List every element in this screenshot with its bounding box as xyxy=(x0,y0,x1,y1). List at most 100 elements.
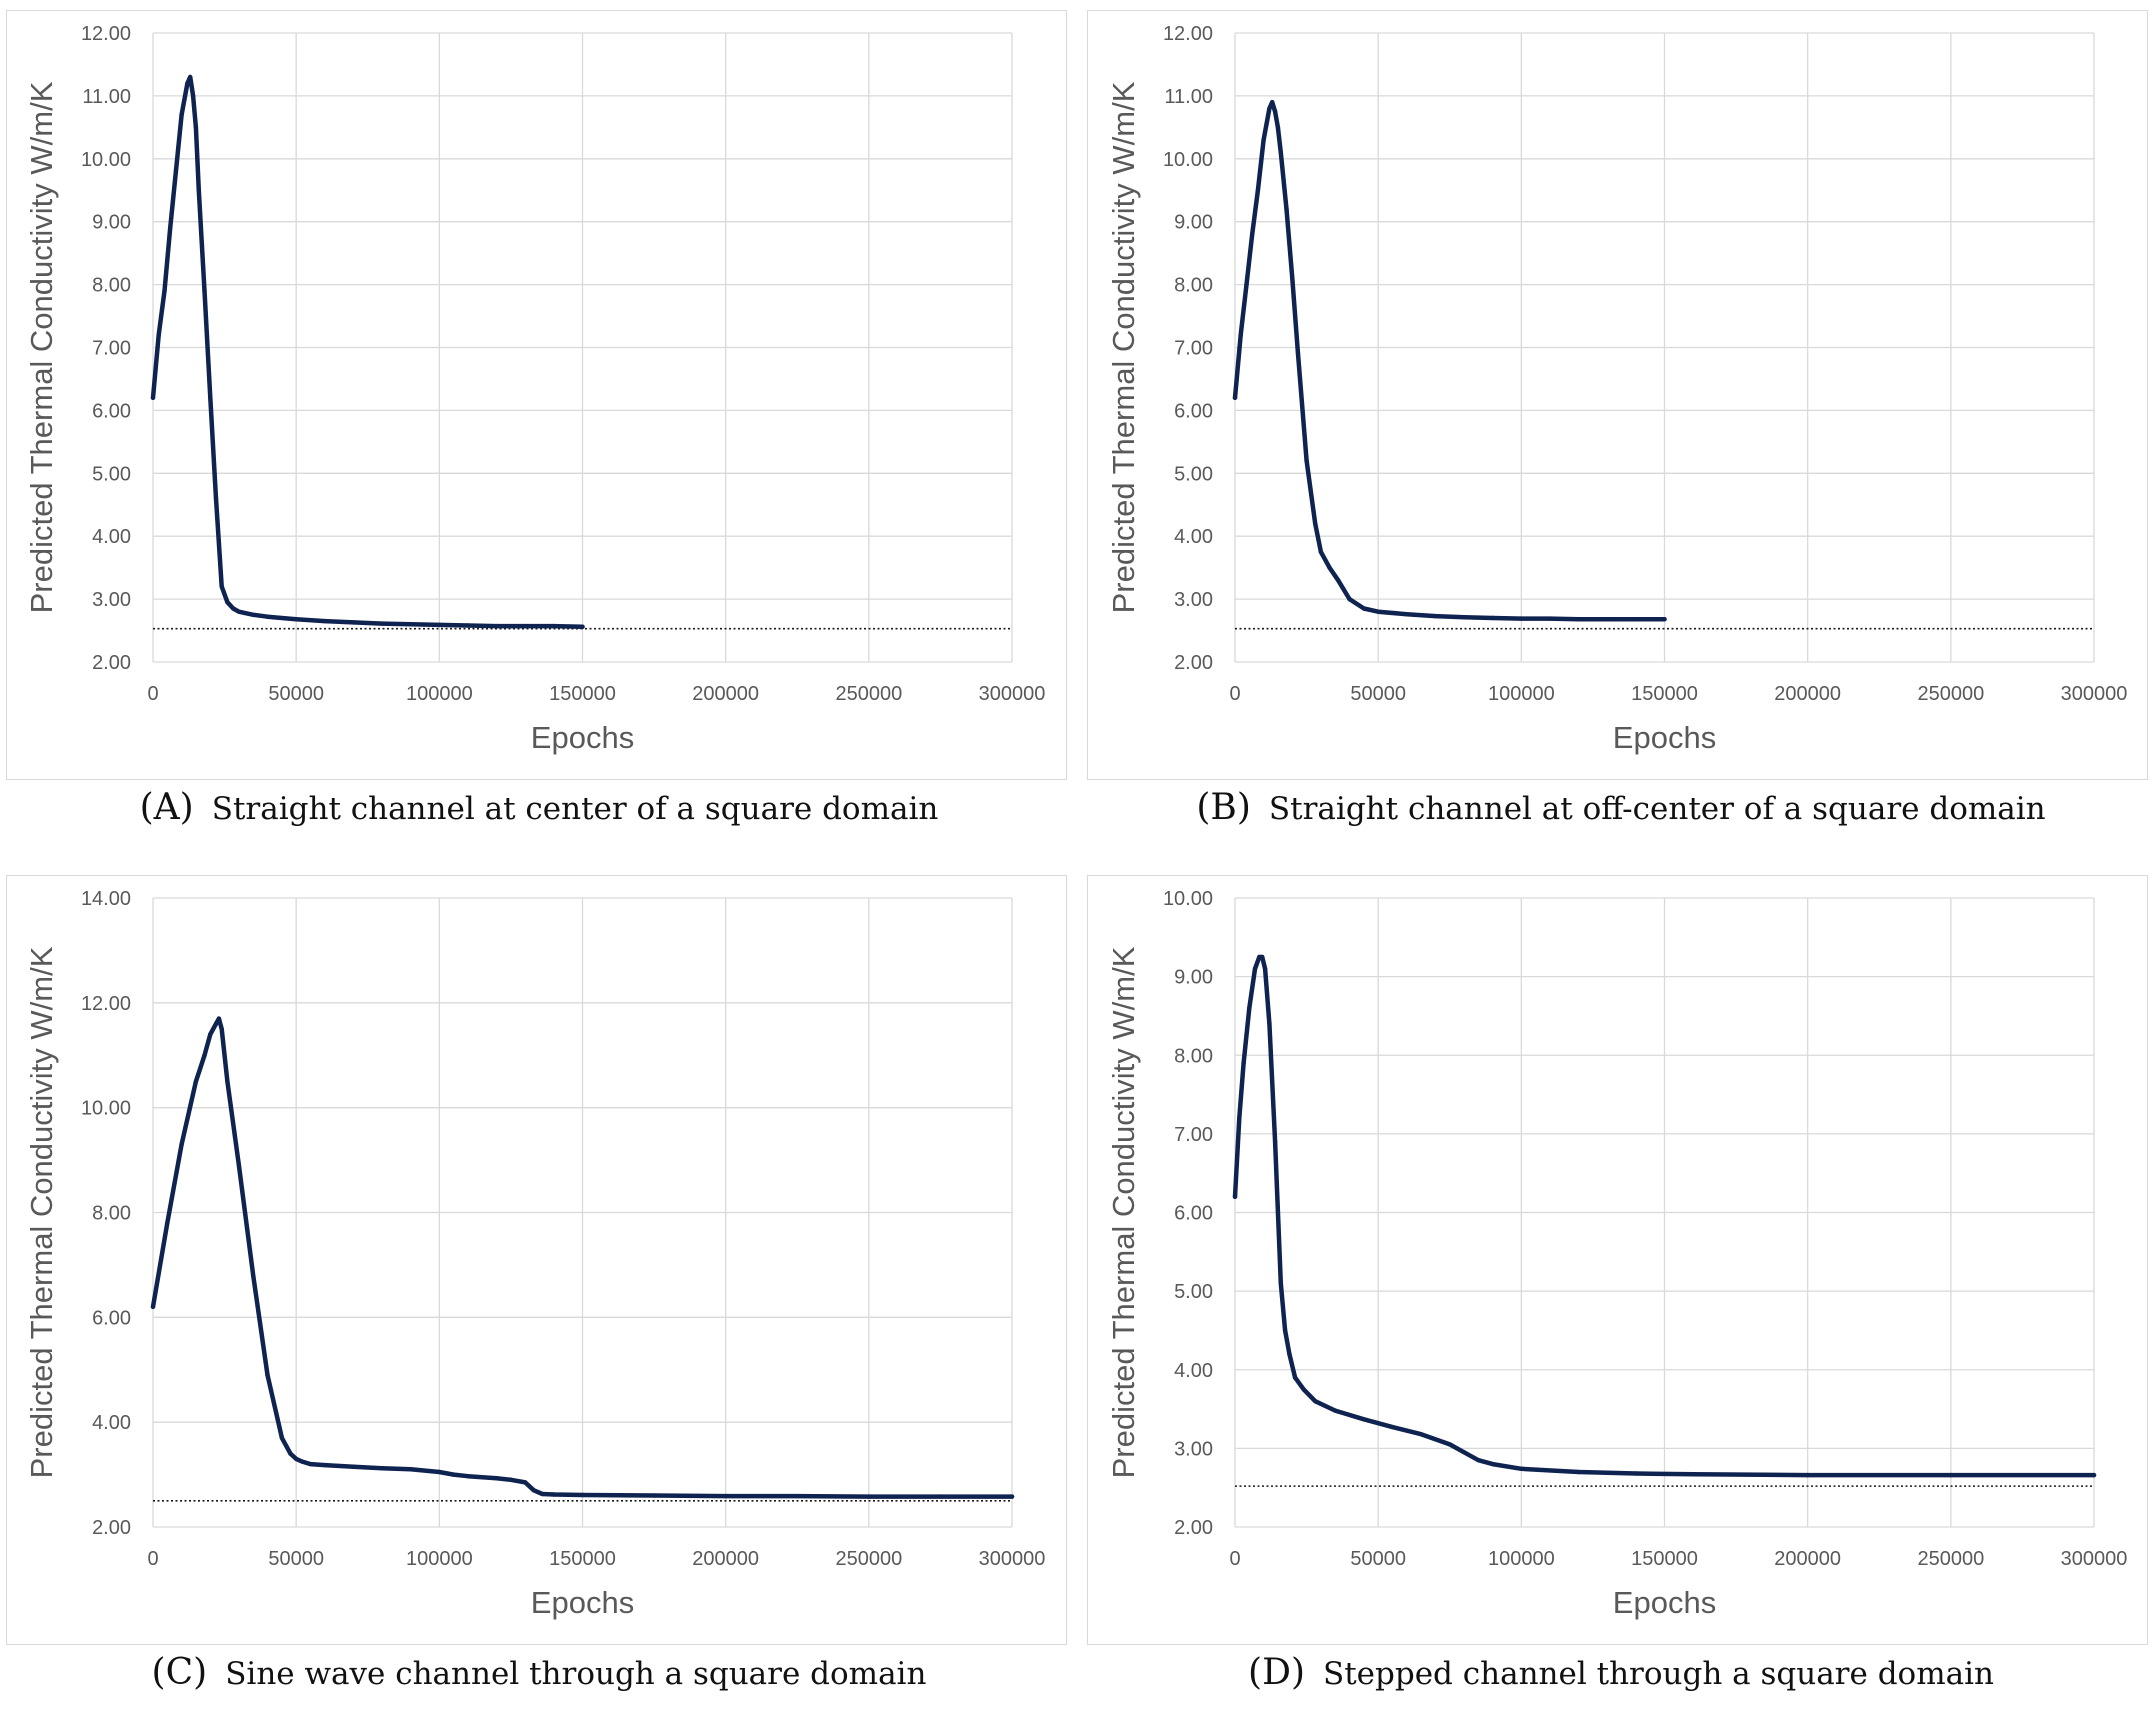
x-tick-label: 0 xyxy=(147,1548,158,1570)
y-axis-label: Predicted Thermal Conductivity W/m/K xyxy=(1106,946,1141,1478)
y-tick-label: 8.00 xyxy=(92,275,131,297)
y-tick-label: 4.00 xyxy=(92,1412,131,1434)
data-point xyxy=(1547,616,1553,621)
caption-text: Straight channel at center of a square d… xyxy=(211,791,939,827)
data-point xyxy=(1418,1432,1424,1437)
y-tick-label: 5.00 xyxy=(1174,463,1213,485)
data-point xyxy=(1267,1021,1272,1026)
y-tick-label: 9.00 xyxy=(1174,967,1213,989)
x-tick-label: 300000 xyxy=(979,683,1046,705)
data-point xyxy=(1404,612,1409,617)
y-tick-label: 7.00 xyxy=(1174,338,1213,360)
data-point xyxy=(1247,1005,1252,1011)
data-point xyxy=(185,81,190,86)
data-point xyxy=(213,496,219,501)
data-point xyxy=(2091,1472,2097,1478)
y-tick-label: 11.00 xyxy=(82,86,131,108)
y-tick-label: 4.00 xyxy=(1174,526,1213,548)
panel-b: 2.00 3.00 4.00 5.00 6.00 7.00 8.00 9.00 10.00 11.… xyxy=(1082,0,2154,853)
x-tick-label: 0 xyxy=(1229,1548,1240,1570)
data-point xyxy=(408,1467,413,1472)
data-point xyxy=(351,1464,356,1469)
data-point xyxy=(551,623,557,629)
data-point xyxy=(531,1488,536,1493)
data-point xyxy=(219,584,224,589)
data-point xyxy=(1304,458,1309,463)
data-point xyxy=(179,1142,184,1147)
data-point xyxy=(1282,1328,1288,1333)
data-point xyxy=(1327,565,1332,570)
y-tick-label: 9.00 xyxy=(92,212,131,234)
chart-a: 2.00 3.00 4.00 5.00 6.00 7.00 8.00 9.00 10.00 11.… xyxy=(24,23,1046,755)
data-point xyxy=(1361,1417,1367,1422)
data-point xyxy=(193,1079,199,1084)
y-tick-label: 2.00 xyxy=(92,652,131,674)
data-point xyxy=(162,288,167,294)
data-point xyxy=(1241,1060,1246,1066)
y-tick-label: 12.00 xyxy=(81,993,131,1015)
x-tick-label: 200000 xyxy=(692,683,759,705)
x-tick-label: 150000 xyxy=(549,683,616,705)
y-tick-label: 2.00 xyxy=(1174,652,1213,674)
data-point xyxy=(1662,617,1667,622)
caption-tag: (B) xyxy=(1196,787,1251,828)
x-tick-label: 300000 xyxy=(2061,683,2128,705)
y-tick-label: 5.00 xyxy=(92,463,131,485)
data-point xyxy=(150,1304,156,1309)
y-tick-label: 12.00 xyxy=(1163,23,1213,45)
data-point xyxy=(795,1493,800,1499)
data-point xyxy=(1272,109,1278,114)
data-point xyxy=(1260,954,1265,960)
data-point xyxy=(1605,617,1610,622)
data-point xyxy=(165,1220,170,1226)
x-tick-label: 100000 xyxy=(406,1548,473,1570)
y-tick-label: 12.00 xyxy=(81,23,131,45)
x-tick-label: 200000 xyxy=(1774,683,1841,705)
data-point xyxy=(1290,276,1295,281)
data-point xyxy=(866,1494,871,1499)
x-tick-label: 50000 xyxy=(268,683,324,705)
x-axis-label: Epochs xyxy=(1613,1585,1716,1620)
data-point xyxy=(308,1461,313,1467)
data-point xyxy=(1313,1399,1318,1404)
y-tick-label: 10.00 xyxy=(81,1098,131,1120)
x-axis-label: Epochs xyxy=(1613,720,1716,755)
caption-a: (A) Straight channel at center of a squar… xyxy=(0,787,1078,828)
x-tick-label: 200000 xyxy=(692,1548,759,1570)
data-point xyxy=(580,1492,585,1498)
data-point xyxy=(265,1372,270,1378)
data-point xyxy=(1284,206,1289,212)
data-point xyxy=(188,74,193,80)
x-tick-label: 250000 xyxy=(1917,683,1984,705)
chart-frame xyxy=(1087,875,2148,1645)
data-point xyxy=(523,1480,528,1485)
data-point xyxy=(938,1494,943,1499)
x-tick-label: 150000 xyxy=(1631,1548,1698,1570)
data-point xyxy=(216,1016,222,1021)
x-tick-label: 0 xyxy=(147,683,158,705)
data-point xyxy=(1250,232,1255,237)
data-point xyxy=(465,623,471,628)
data-point xyxy=(202,288,207,294)
data-point xyxy=(540,1491,545,1497)
data-point xyxy=(494,1476,499,1481)
data-point xyxy=(1461,615,1467,620)
data-point xyxy=(451,1472,456,1477)
caption-c: (C) Sine wave channel through a square do… xyxy=(0,1652,1078,1693)
data-point xyxy=(1301,1387,1306,1392)
data-point xyxy=(1275,125,1281,130)
data-point xyxy=(1376,609,1381,614)
x-tick-label: 150000 xyxy=(1631,683,1698,705)
data-point xyxy=(1270,100,1275,105)
x-tick-label: 50000 xyxy=(1350,1548,1406,1570)
caption-text: Stepped channel through a square domain xyxy=(1322,1656,1994,1692)
y-axis-label: Predicted Thermal Conductivity W/m/K xyxy=(24,946,59,1478)
x-tick-label: 100000 xyxy=(1488,683,1555,705)
data-point xyxy=(1272,1139,1278,1144)
data-point xyxy=(1447,1442,1452,1447)
x-tick-label: 100000 xyxy=(406,683,473,705)
data-point xyxy=(225,600,230,605)
x-tick-label: 250000 xyxy=(1917,1548,1984,1570)
x-tick-label: 300000 xyxy=(2061,1548,2128,1570)
data-point xyxy=(1576,1469,1581,1475)
